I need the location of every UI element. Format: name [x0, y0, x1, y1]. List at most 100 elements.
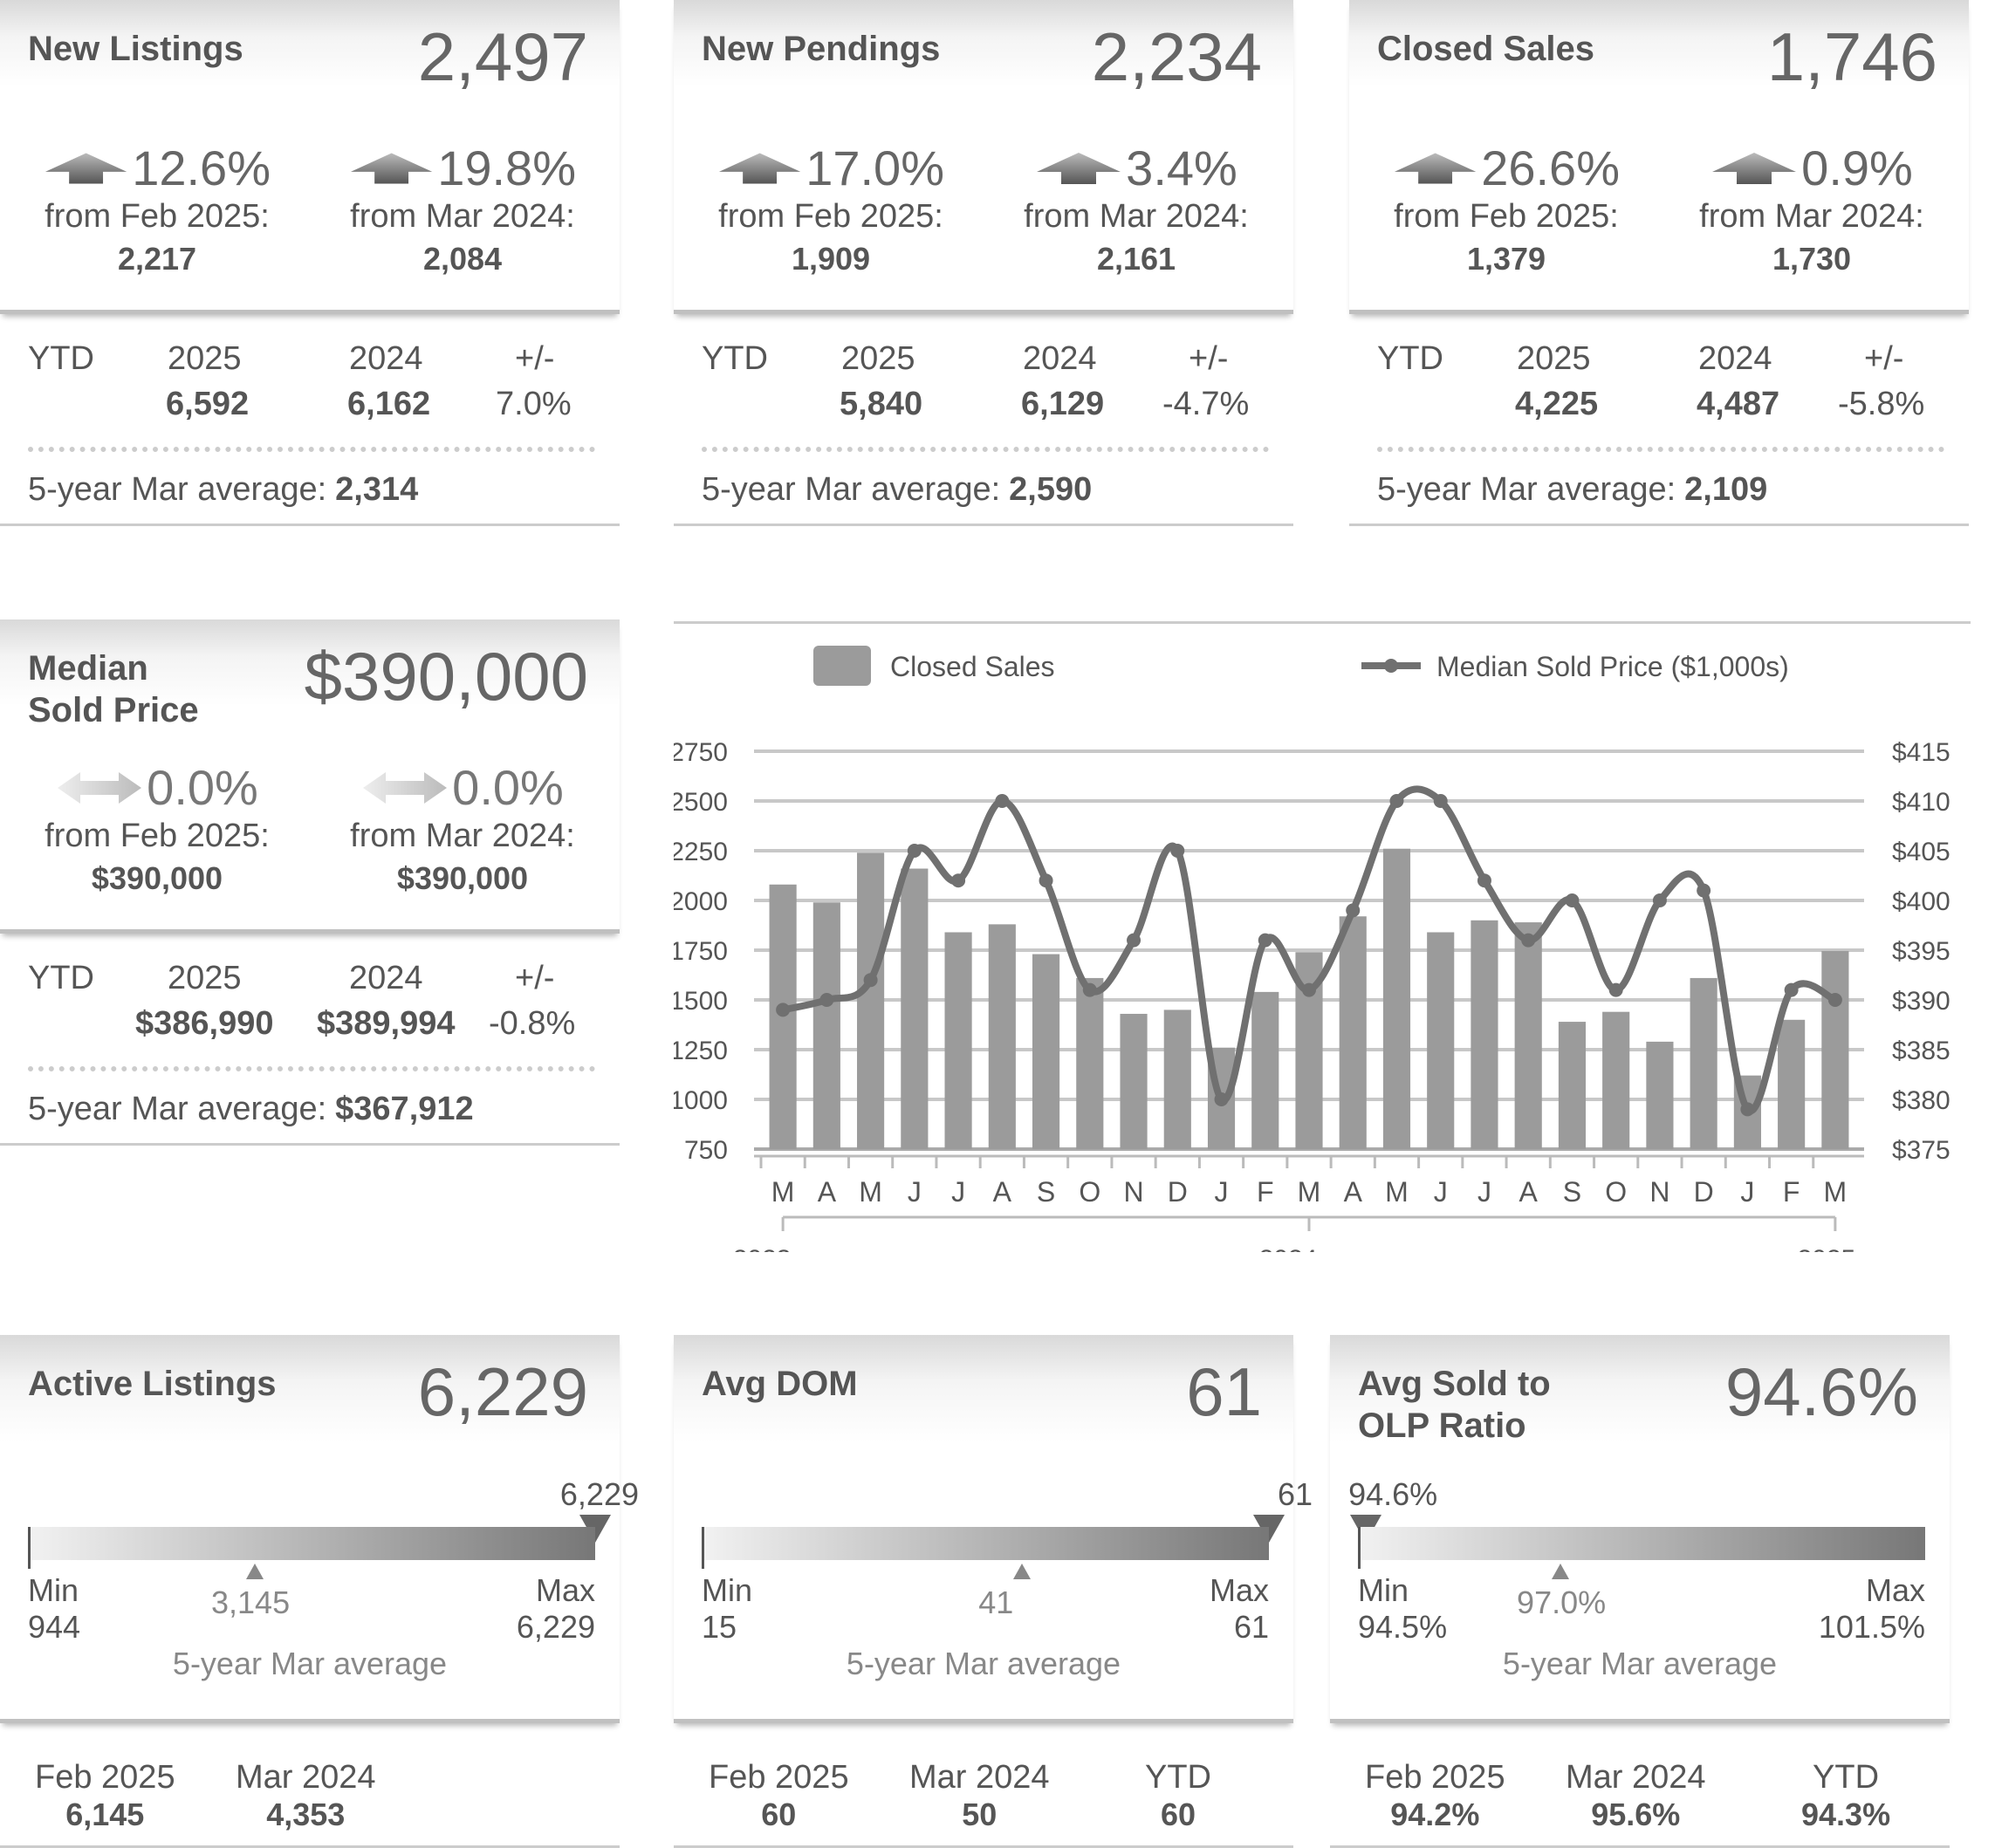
x-tick-label: N	[1649, 1176, 1669, 1208]
gauge-start-tick	[28, 1527, 31, 1569]
change-from-value: 1,379	[1466, 241, 1546, 277]
year-label: 2025	[1798, 1245, 1856, 1252]
gauge-min: Min 94.5%	[1358, 1572, 1448, 1645]
median-price-point	[1302, 982, 1316, 997]
card-value: 2,234	[1091, 18, 1262, 95]
change-from-prev-month: 0.0% from Feb 2025: $390,000	[44, 759, 271, 897]
x-tick-label: O	[1079, 1176, 1100, 1208]
divider	[28, 447, 595, 452]
double-arrow-icon	[58, 771, 142, 804]
card-value: 6,229	[417, 1353, 588, 1430]
change-pct: 17.0%	[806, 140, 944, 195]
current-marker-icon	[579, 1515, 611, 1543]
gauge-start-tick	[702, 1527, 704, 1569]
gauge-bar	[28, 1527, 595, 1560]
card-bottom-border	[0, 1143, 620, 1146]
y-left-tick-label: 1250	[674, 1037, 728, 1065]
avg-dom-card: Avg DOM 61 61 41 Min 15 Max 61 5-year Mar …	[674, 1335, 1313, 1848]
divider	[28, 1066, 595, 1071]
average-label: 5-year Mar average	[846, 1646, 1121, 1681]
ytd-pm-value: -5.8%	[1838, 386, 1925, 422]
change-from-prev-year: 0.0% from Mar 2024: $390,000	[349, 759, 576, 897]
median-price-point	[1565, 893, 1580, 907]
closed-sales-bar	[1076, 977, 1104, 1149]
footer-prev-year: Mar 2024 4,353	[236, 1759, 376, 1832]
ytd-pm-value: 7.0%	[496, 386, 572, 422]
x-tick-label: M	[859, 1176, 882, 1208]
up-arrow-icon	[718, 153, 801, 183]
y-right-tick-label: $385	[1892, 1037, 1950, 1065]
median-price-point	[1346, 903, 1361, 918]
x-tick-label: J	[1434, 1176, 1448, 1208]
change-pct: 0.0%	[452, 760, 564, 815]
change-from-prev-month: 12.6% from Feb 2025: 2,217	[44, 140, 271, 277]
change-from-value: 2,161	[1096, 241, 1176, 277]
card-value: 61	[1186, 1353, 1262, 1430]
ytd-value-2: $389,994	[317, 1005, 456, 1042]
ytd-value-1: 4,225	[1515, 386, 1599, 422]
median-price-line	[782, 785, 1837, 1115]
change-from-value: 1,909	[791, 241, 871, 277]
change-from-prev-month: 17.0% from Feb 2025: 1,909	[717, 140, 944, 277]
median-price-point	[863, 973, 878, 988]
gauge-max: Max 61	[1209, 1572, 1269, 1645]
card-title: Avg DOM	[702, 1365, 858, 1403]
closed-sales-bar	[1514, 922, 1542, 1149]
legend-line-marker	[1384, 659, 1398, 673]
closed-sales-bar	[812, 902, 840, 1149]
ytd-pm-label: +/-	[1864, 340, 1904, 377]
change-from-label: from Mar 2024:	[350, 818, 575, 854]
median-price-point	[951, 873, 966, 888]
closed-sales-bar	[1339, 916, 1367, 1149]
average-marker-icon	[1013, 1564, 1032, 1579]
y-right-tick-label: $400	[1892, 887, 1950, 916]
change-from-label: from Mar 2024:	[1024, 198, 1249, 235]
card-header	[0, 619, 620, 934]
y-right-tick-label: $395	[1892, 937, 1950, 966]
closed-sales-bar	[1251, 991, 1279, 1149]
card-title: Active Listings	[28, 1365, 277, 1403]
x-tick-label: J	[1215, 1176, 1229, 1208]
card-value: 1,746	[1766, 18, 1937, 95]
x-tick-label: J	[1477, 1176, 1491, 1208]
median-price-point	[1039, 873, 1053, 888]
y-left-tick-label: 2000	[674, 887, 728, 916]
change-from-label: from Feb 2025:	[45, 818, 270, 854]
divider	[702, 447, 1269, 452]
combo-chart: Closed Sales Median Sold Price ($1,000s)…	[669, 621, 1971, 1274]
median-price-point	[1608, 982, 1623, 997]
y-right-tick-label: $380	[1892, 1086, 1950, 1115]
y-right-tick-label: $410	[1892, 788, 1950, 817]
ytd-year-1: 2025	[841, 340, 915, 377]
y-left-tick-label: 1000	[674, 1086, 728, 1115]
x-tick-label: A	[1519, 1176, 1539, 1208]
change-pct: 3.4%	[1126, 140, 1237, 195]
change-from-label: from Feb 2025:	[718, 198, 943, 235]
card-bottom-border	[674, 524, 1293, 526]
closed-sales-bar	[1821, 950, 1849, 1149]
median-price-card: Median Sold Price $390,000 0.0% from Feb …	[0, 619, 620, 1152]
x-tick-label: M	[771, 1176, 795, 1208]
change-from-value: $390,000	[91, 860, 223, 896]
ytd-year-2: 2024	[349, 340, 423, 377]
x-tick-label: D	[1168, 1176, 1188, 1208]
card-title: Avg Sold to OLP Ratio	[1358, 1365, 1551, 1445]
median-price-point	[1521, 933, 1536, 948]
closed-sales-bar	[1602, 1011, 1630, 1149]
x-tick-label: M	[1824, 1176, 1848, 1208]
y-left-tick-label: 1750	[674, 937, 728, 966]
up-arrow-icon	[1037, 152, 1121, 184]
x-tick-label: J	[951, 1176, 965, 1208]
card-bottom-border	[0, 524, 620, 526]
closed-sales-bar	[1778, 1019, 1806, 1149]
ytd-year-2: 2024	[349, 960, 423, 996]
footer-prev-month: Feb 2025 6,145	[35, 1759, 175, 1832]
median-price-point	[1082, 982, 1097, 997]
legend-bar-swatch	[813, 646, 871, 686]
average-value: 97.0%	[1517, 1584, 1607, 1620]
ytd-year-1: 2025	[1517, 340, 1591, 377]
median-price-point	[1258, 933, 1272, 948]
gauge-bar	[702, 1527, 1269, 1560]
change-from-prev-year: 19.8% from Mar 2024: 2,084	[349, 140, 576, 277]
closed-sales-bar	[1690, 977, 1717, 1149]
